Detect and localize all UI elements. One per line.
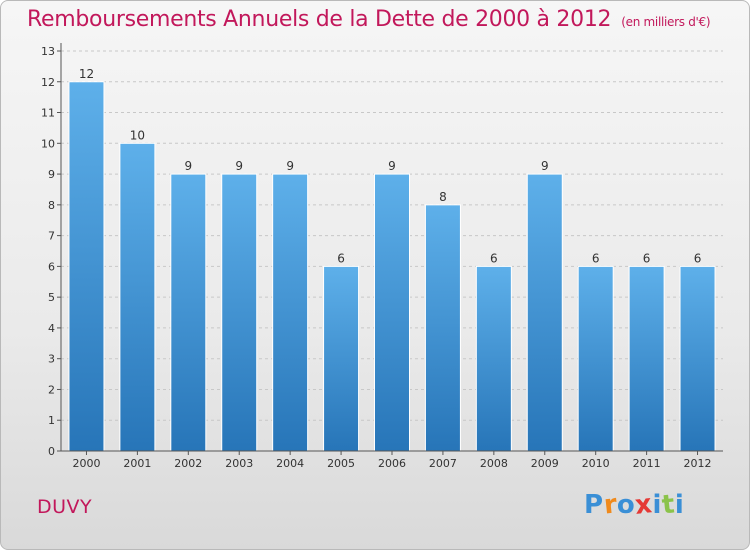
bar [424, 204, 461, 452]
bar [526, 173, 563, 452]
y-tick-label: 13 [41, 45, 55, 58]
chart-title-text: Remboursements Annuels de la Dette de 20… [27, 7, 612, 32]
y-tick-label: 4 [48, 322, 55, 335]
bar [119, 142, 156, 452]
y-tick-label: 5 [48, 291, 55, 304]
y-tick-label: 6 [48, 260, 55, 273]
x-tick-label: 2009 [531, 457, 559, 470]
data-label: 9 [388, 159, 396, 173]
y-tick-label: 1 [48, 414, 55, 427]
bars [68, 81, 716, 452]
y-tick-label: 11 [41, 107, 55, 120]
x-tick-label: 2005 [327, 457, 355, 470]
data-label: 12 [79, 67, 94, 81]
data-label: 9 [286, 159, 294, 173]
bar [323, 265, 360, 452]
x-tick-label: 2004 [276, 457, 304, 470]
logo-letter: P [584, 490, 604, 520]
logo-letter: r [602, 489, 619, 521]
bar [170, 173, 207, 452]
chart-title: Remboursements Annuels de la Dette de 20… [27, 7, 711, 32]
data-label: 9 [184, 159, 192, 173]
x-tick-label: 2003 [225, 457, 253, 470]
y-tick-label: 2 [48, 383, 55, 396]
bar [475, 265, 512, 452]
bar [628, 265, 665, 452]
x-tick-label: 2000 [72, 457, 100, 470]
x-tick-label: 2002 [174, 457, 202, 470]
y-tick-label: 8 [48, 199, 55, 212]
logo-letter: i [652, 490, 662, 520]
y-tick-label: 9 [48, 168, 55, 181]
y-tick-label: 0 [48, 445, 55, 458]
bar [374, 173, 410, 452]
data-label: 6 [694, 251, 702, 265]
x-tick-label: 2008 [480, 457, 508, 470]
bar [68, 81, 105, 452]
y-tick-label: 3 [48, 353, 55, 366]
data-label: 10 [130, 128, 145, 142]
bar [221, 173, 258, 452]
x-tick-label: 2007 [429, 457, 457, 470]
chart-unit: (en milliers d'€) [621, 15, 711, 29]
axes [57, 43, 723, 455]
bar [679, 265, 716, 452]
x-tick-label: 2011 [633, 457, 661, 470]
logo-letter: x [633, 489, 655, 521]
data-label: 9 [541, 159, 549, 173]
commune-name: DUVY [37, 496, 93, 518]
data-label: 8 [439, 190, 447, 204]
bar [272, 173, 309, 452]
data-label: 9 [235, 159, 243, 173]
data-label: 6 [592, 251, 600, 265]
y-tick-label: 7 [48, 230, 55, 243]
x-tick-label: 2010 [582, 457, 610, 470]
labels: 0123456789101112131220001020019200292003… [41, 45, 712, 470]
x-tick-label: 2006 [378, 457, 406, 470]
data-label: 6 [490, 251, 498, 265]
logo-letter: i [674, 490, 685, 520]
x-tick-label: 2012 [684, 457, 712, 470]
y-tick-label: 10 [41, 137, 55, 150]
y-tick-label: 12 [41, 76, 55, 89]
x-tick-label: 2001 [123, 457, 151, 470]
data-label: 6 [643, 251, 651, 265]
bar [577, 265, 614, 452]
proxiti-logo: Proxiti [584, 489, 685, 521]
logo-letter: o [616, 490, 636, 520]
data-label: 6 [337, 251, 345, 265]
